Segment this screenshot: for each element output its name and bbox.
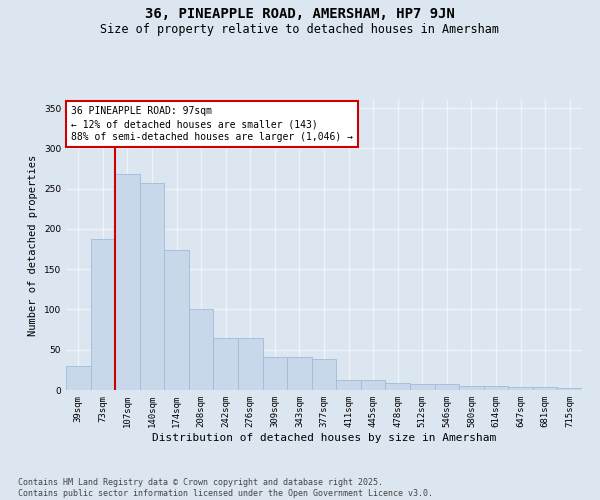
Bar: [115, 174, 140, 390]
Bar: [263, 357, 287, 390]
Bar: [385, 383, 410, 390]
Bar: [189, 310, 214, 390]
Bar: [361, 380, 385, 390]
Text: Size of property relative to detached houses in Amersham: Size of property relative to detached ho…: [101, 22, 499, 36]
Bar: [164, 250, 189, 390]
Text: Contains HM Land Registry data © Crown copyright and database right 2025.
Contai: Contains HM Land Registry data © Crown c…: [18, 478, 433, 498]
Bar: [214, 338, 238, 390]
Bar: [336, 380, 361, 390]
Text: 36, PINEAPPLE ROAD, AMERSHAM, HP7 9JN: 36, PINEAPPLE ROAD, AMERSHAM, HP7 9JN: [145, 8, 455, 22]
Text: 36 PINEAPPLE ROAD: 97sqm
← 12% of detached houses are smaller (143)
88% of semi-: 36 PINEAPPLE ROAD: 97sqm ← 12% of detach…: [71, 106, 353, 142]
Bar: [484, 386, 508, 390]
Bar: [533, 387, 557, 390]
Bar: [459, 386, 484, 390]
Bar: [91, 238, 115, 390]
Bar: [287, 357, 312, 390]
Bar: [312, 360, 336, 390]
Y-axis label: Number of detached properties: Number of detached properties: [28, 154, 38, 336]
X-axis label: Distribution of detached houses by size in Amersham: Distribution of detached houses by size …: [152, 432, 496, 442]
Bar: [238, 338, 263, 390]
Bar: [66, 366, 91, 390]
Bar: [508, 387, 533, 390]
Bar: [410, 384, 434, 390]
Bar: [557, 388, 582, 390]
Bar: [434, 384, 459, 390]
Bar: [140, 183, 164, 390]
